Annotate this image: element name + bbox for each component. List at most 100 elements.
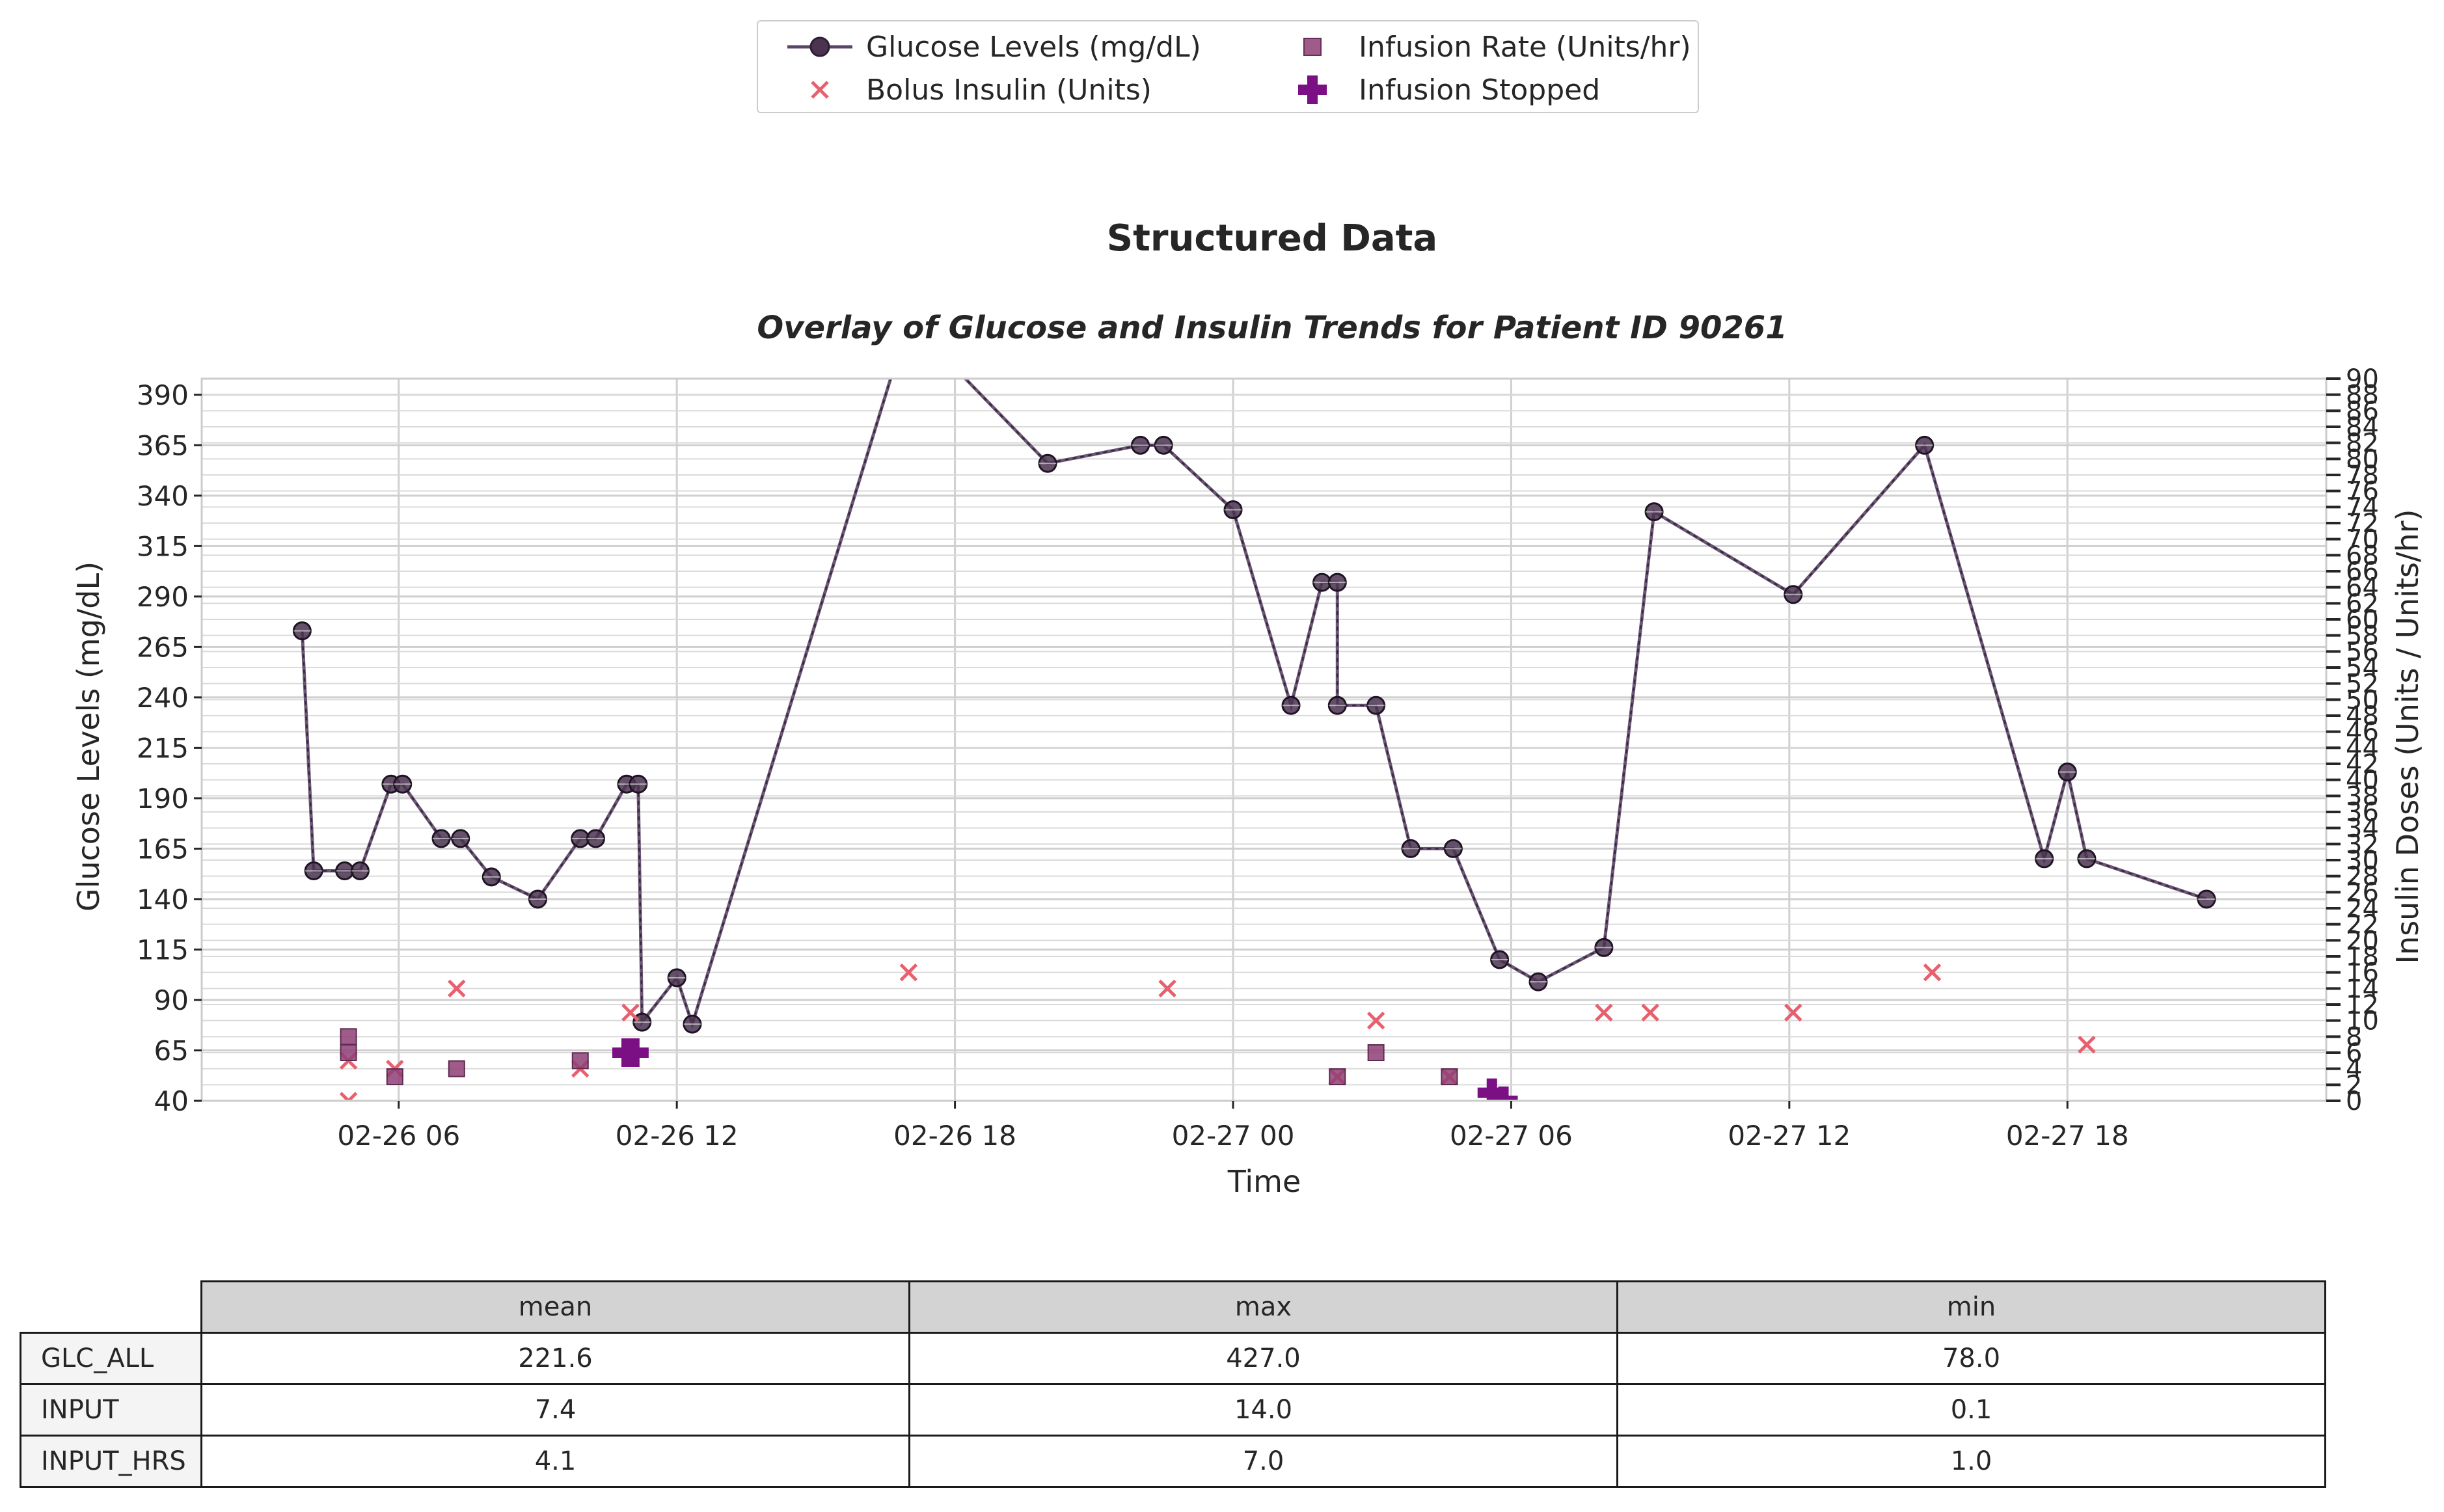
y2-tick-label: 42 <box>2346 749 2379 779</box>
y2-tick-label: 38 <box>2346 781 2379 811</box>
x-tick-label: 02-27 12 <box>1728 1120 1851 1152</box>
bolus-point <box>2078 1035 2096 1054</box>
y2-tick-label: 32 <box>2346 830 2379 859</box>
bolus-point <box>448 979 466 998</box>
chart-figure: Structured Data Overlay of Glucose and I… <box>71 217 2425 1199</box>
y-tick-label: 390 <box>137 379 189 411</box>
infusion-rate-point <box>340 1028 357 1046</box>
series-layer <box>292 379 2216 1101</box>
y2-tick-label: 68 <box>2346 541 2379 571</box>
bolus-point <box>1923 963 1942 982</box>
y2-tick-label: 2 <box>2346 1070 2362 1100</box>
y2-tick-label: 26 <box>2346 878 2379 908</box>
x-tick-label: 02-27 18 <box>2006 1120 2129 1152</box>
y2-tick-label: 0 <box>2346 1087 2362 1116</box>
y2-tick-label: 28 <box>2346 862 2379 892</box>
x-tick-label: 02-26 12 <box>616 1120 739 1152</box>
x-axis-label: Time <box>1227 1164 1301 1199</box>
y2-tick-label: 70 <box>2346 525 2379 555</box>
y-tick-label: 265 <box>137 631 189 663</box>
y2-tick-label: 8 <box>2346 1022 2362 1052</box>
y2-tick-label: 30 <box>2346 846 2379 876</box>
y2-tick-label: 16 <box>2346 958 2379 988</box>
y2-tick-label: 82 <box>2346 429 2379 459</box>
bolus-point <box>339 1092 358 1101</box>
bolus-point <box>621 1003 640 1022</box>
y2-tick-label: 64 <box>2346 573 2379 603</box>
infusion-stopped-point <box>1489 1087 1518 1101</box>
x-tick-label: 02-27 00 <box>1172 1120 1295 1152</box>
y2-tick-label: 72 <box>2346 509 2379 539</box>
y2-tick-label: 10 <box>2346 1006 2379 1036</box>
table-cell: 7.4 <box>200 1383 910 1437</box>
infusion-rate-point <box>386 1068 403 1085</box>
y2-tick-label: 84 <box>2346 412 2379 442</box>
y2-tick-label: 44 <box>2346 733 2379 763</box>
chart-title: Overlay of Glucose and Insulin Trends fo… <box>757 310 1787 346</box>
row-label: INPUT_HRS <box>20 1435 202 1488</box>
plot-area <box>202 379 2326 1101</box>
y2-tick-label: 62 <box>2346 589 2379 619</box>
table-row: INPUT 7.4 14.0 0.1 <box>20 1383 2326 1437</box>
bolus-point <box>1366 1011 1385 1030</box>
y2-tick-label: 24 <box>2346 894 2379 924</box>
vertical-gridlines <box>398 379 2069 1101</box>
column-header: max <box>908 1280 1618 1334</box>
row-label: INPUT <box>20 1383 202 1437</box>
infusion-rate-point <box>1441 1068 1458 1085</box>
square-marker-icon <box>1303 38 1322 56</box>
y-tick-label: 140 <box>137 884 189 915</box>
infusion-rate-point <box>1367 1044 1385 1061</box>
y2-tick-label: 14 <box>2346 974 2379 1004</box>
table-cell: 221.6 <box>200 1332 910 1385</box>
y2-tick-label: 12 <box>2346 990 2379 1020</box>
y2-axis-label: Insulin Doses (Units / Units/hr) <box>2390 509 2425 964</box>
column-header: mean <box>200 1280 910 1334</box>
line-circle-icon <box>787 36 852 57</box>
bolus-point <box>1158 979 1176 998</box>
table-header-row: mean max min <box>21 1280 2326 1334</box>
table-corner <box>21 1282 202 1333</box>
table-cell: 78.0 <box>1616 1332 2326 1385</box>
infusion-rate-point <box>448 1060 465 1077</box>
bolus-point <box>899 963 918 982</box>
y-tick-label: 215 <box>137 732 189 764</box>
legend-label: Infusion Stopped <box>1359 73 1601 107</box>
y-tick-label: 40 <box>154 1085 189 1117</box>
legend-item-infusion-rate: Infusion Rate (Units/hr) <box>1277 29 1691 65</box>
y2-tick-label: 6 <box>2346 1038 2362 1068</box>
x-tick-label: 02-26 06 <box>337 1120 460 1152</box>
table-cell: 427.0 <box>908 1332 1618 1385</box>
table-row: INPUT_HRS 4.1 7.0 1.0 <box>20 1435 2326 1488</box>
bolus-point <box>1784 1003 1802 1022</box>
plot-background <box>202 379 2326 1101</box>
infusion-stopped-point <box>619 1038 649 1067</box>
figure-title: Structured Data <box>1107 217 1437 260</box>
y2-tick-label: 58 <box>2346 621 2379 651</box>
x-tick-label: 02-27 06 <box>1450 1120 1573 1152</box>
y2-tick-label: 90 <box>2346 364 2379 394</box>
y-axis-label: Glucose Levels (mg/dL) <box>71 561 106 911</box>
y-tick-label: 90 <box>154 984 189 1016</box>
row-label: GLC_ALL <box>20 1332 202 1385</box>
plus-marker-icon <box>1298 75 1327 104</box>
y2-tick-label: 54 <box>2346 653 2379 683</box>
legend-item-glucose: Glucose Levels (mg/dL) <box>784 29 1201 65</box>
y-tick-label: 340 <box>137 480 189 512</box>
bolus-point <box>1595 1003 1613 1022</box>
y2-tick-label: 40 <box>2346 766 2379 796</box>
y-tick-label: 65 <box>154 1034 189 1066</box>
y2-tick-label: 22 <box>2346 910 2379 940</box>
y2-tick-label: 48 <box>2346 701 2379 731</box>
y2-tick-label: 74 <box>2346 493 2379 522</box>
y-tick-label: 115 <box>137 934 189 965</box>
table-cell: 7.0 <box>908 1435 1618 1488</box>
legend: Glucose Levels (mg/dL) Bolus Insulin (Un… <box>757 20 1699 113</box>
table-cell: 4.1 <box>200 1435 910 1488</box>
y2-tick-label: 66 <box>2346 557 2379 587</box>
y2-tick-label: 20 <box>2346 926 2379 956</box>
y2-tick-label: 34 <box>2346 814 2379 844</box>
y-tick-label: 165 <box>137 833 189 865</box>
y2-tick-label: 36 <box>2346 798 2379 828</box>
legend-label: Infusion Rate (Units/hr) <box>1359 30 1691 64</box>
